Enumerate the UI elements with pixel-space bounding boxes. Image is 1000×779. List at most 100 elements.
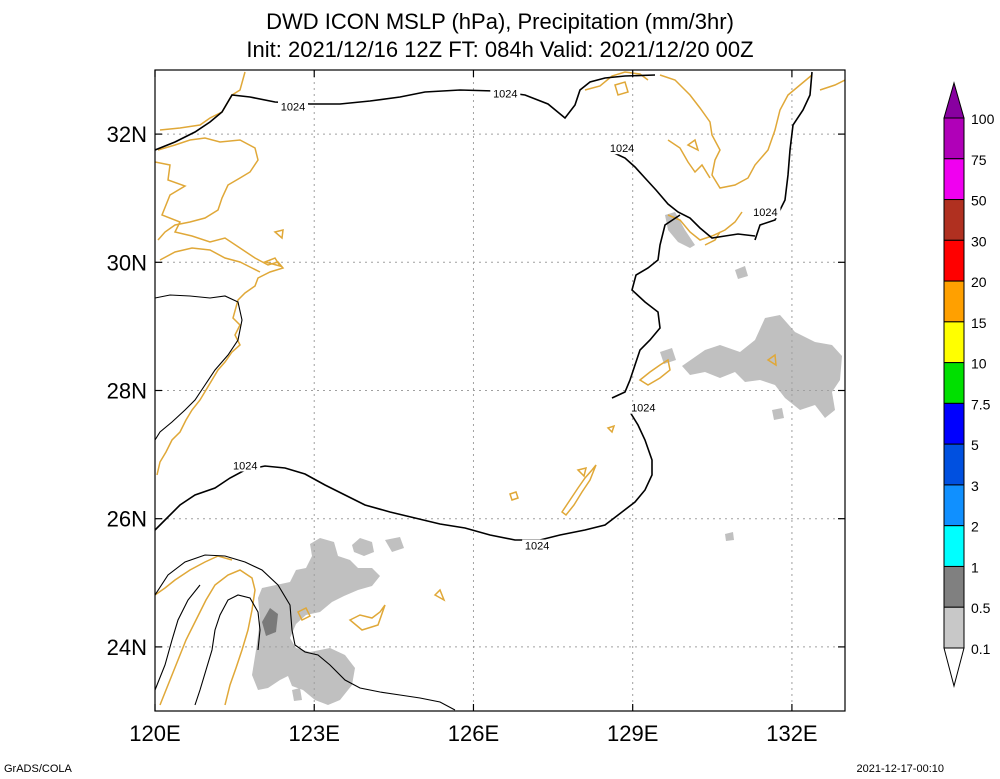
precip-area-north-taiwan	[352, 538, 374, 556]
island-miyako	[509, 491, 519, 501]
island-sakishima	[296, 606, 312, 622]
precip-area-yakushima	[660, 348, 676, 364]
map-title: DWD ICON MSLP (hPa), Precipitation (mm/3…	[266, 9, 734, 34]
island-amami	[638, 358, 671, 386]
colorbar-segment-3	[943, 239, 965, 282]
colorbar-segment-6	[943, 362, 965, 404]
colorbar-segment-8	[943, 443, 965, 486]
lat-tick-label-2: 28N	[107, 379, 147, 404]
island-ryukyu-1	[576, 466, 588, 478]
isobar-label-bg-4	[628, 401, 659, 414]
lon-tick-label-0: 120E	[129, 721, 180, 746]
colorbar-label-12: 0.5	[971, 600, 991, 616]
coast-china-south	[155, 555, 233, 596]
coast-shikoku	[819, 79, 845, 91]
island-zhoushan-2	[273, 229, 284, 240]
map-subtitle: Init: 2021/12/16 12Z FT: 084h Valid: 202…	[246, 37, 754, 62]
lon-tick-label-4: 132E	[766, 721, 817, 746]
isobar-1024-mid	[611, 214, 681, 399]
colorbar-label-11: 1	[971, 559, 979, 575]
isobar-label-bg-6	[522, 539, 553, 552]
precip-area-east	[682, 315, 842, 418]
precip-area-sw-dot	[292, 688, 302, 701]
precip-area-island-ne	[665, 212, 695, 248]
lon-tick-label-1: 123E	[289, 721, 340, 746]
coast-hangzhou-bay	[159, 247, 261, 273]
colorbar-segment-12	[943, 606, 965, 649]
colorbar-bottom-arrow	[943, 647, 965, 688]
isobar-label-0: 1024	[281, 101, 305, 113]
isobar-label-1: 1024	[493, 89, 517, 101]
isobar-south-outer	[194, 594, 261, 706]
isobar-label-bg-2	[607, 142, 638, 155]
colorbar-top-arrow	[943, 81, 965, 119]
isobar-labels: 1024 1024 1024 1024 1024 1024 1024	[230, 87, 781, 553]
colorbar-segment-4	[943, 280, 965, 323]
lon-tick-label-2: 126E	[448, 721, 499, 746]
isobar-1024-kyushu	[611, 151, 756, 239]
precip-area-small-ne	[735, 266, 748, 279]
footer-software-label: GrADS/COLA	[4, 763, 72, 775]
colorbar-segment-1	[943, 158, 965, 201]
precipitation-layer	[252, 212, 842, 705]
isobar-label-bg-1	[490, 87, 521, 100]
precip-area-east-small	[772, 408, 784, 420]
coast-south-kyushu	[667, 211, 743, 241]
colorbar-segment-11	[943, 565, 965, 608]
precip-area-north-taiwan-2	[385, 537, 404, 552]
precip-area-taiwan	[252, 538, 380, 705]
colorbar-label-2: 50	[971, 193, 987, 209]
isobar-1024-east	[754, 71, 813, 241]
isobar-south-inner	[155, 554, 456, 711]
island-kyushu-islet-2	[686, 138, 700, 152]
isobar-west-china	[155, 294, 243, 441]
island-okinawa	[560, 464, 597, 517]
precip-area-dot-1	[725, 532, 734, 541]
colorbar-label-4: 20	[971, 274, 987, 290]
map-axes: 120E 123E 126E 129E 132E 24N 26N 28N 30N 32N	[107, 70, 845, 746]
lon-tick-label-3: 129E	[607, 721, 658, 746]
island-tanegashima	[704, 231, 721, 246]
colorbar-segment-9	[943, 484, 965, 527]
coastline-layer	[155, 71, 845, 706]
lat-tick-label-4: 32N	[107, 122, 147, 147]
colorbar-label-6: 10	[971, 356, 987, 372]
colorbar-label-9: 3	[971, 478, 979, 494]
coast-kyushu	[659, 74, 813, 189]
colorbar-segment-5	[943, 321, 965, 364]
isobar-label-3: 1024	[753, 207, 777, 219]
colorbar-segment-7	[943, 402, 965, 445]
island-kyushu-islet-1	[614, 81, 629, 96]
isobar-label-2: 1024	[610, 143, 634, 155]
isobar-label-4: 1024	[631, 403, 655, 415]
coast-taiwan	[159, 569, 256, 706]
lat-tick-label-1: 26N	[107, 507, 147, 532]
coast-china-north-2	[157, 137, 259, 241]
coast-china-north	[159, 71, 246, 131]
island-yonaguni	[433, 588, 446, 602]
colorbar-label-10: 2	[971, 519, 979, 535]
colorbar-label-8: 5	[971, 437, 979, 453]
island-kyushu-islet-3	[766, 353, 777, 367]
island-zhoushan-1	[262, 257, 282, 268]
colorbar-label-5: 15	[971, 315, 987, 331]
isobar-label-bg-5	[230, 459, 261, 472]
island-ryukyu-2	[606, 424, 616, 434]
footer-timestamp: 2021-12-17-00:10	[856, 763, 944, 775]
colorbar-segment-2	[943, 199, 965, 241]
isobar-1024-north	[155, 74, 656, 151]
colorbar-label-13: 0.1	[971, 641, 991, 657]
isobar-label-5: 1024	[233, 460, 257, 472]
precipitation-colorbar: 100 75 50 30 20 15 10 7.5 5 3 2 1 0.5 0.1	[943, 81, 995, 688]
colorbar-label-3: 30	[971, 233, 987, 249]
colorbar-label-7: 7.5	[971, 396, 991, 412]
isobar-1024-south	[155, 411, 653, 541]
isobar-label-bg-0	[278, 100, 308, 113]
coast-kyushu-west	[667, 139, 711, 179]
colorbar-segment-0	[943, 117, 965, 160]
isobar-label-bg-3	[750, 206, 781, 219]
island-yaeyama	[348, 604, 386, 631]
colorbar-label-1: 75	[971, 152, 987, 168]
colorbar-label-0: 100	[971, 111, 995, 127]
